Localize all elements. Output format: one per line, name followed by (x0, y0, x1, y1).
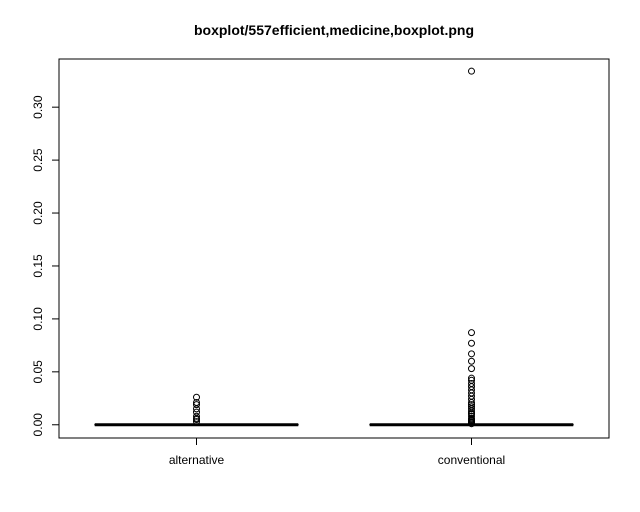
outlier-point (468, 401, 475, 409)
outlier-point (468, 357, 475, 365)
outlier-point (468, 414, 475, 422)
chart-title: boxplot/557efficient,medicine,boxplot.pn… (194, 22, 474, 38)
plot-frame (58, 58, 610, 439)
outlier-point (468, 67, 475, 75)
outlier-point (193, 401, 200, 409)
box-group-alternative (94, 393, 299, 427)
outlier-point (468, 350, 475, 358)
box-group-conventional (369, 67, 574, 428)
outlier-point (193, 418, 200, 426)
outlier-point (193, 399, 200, 407)
outlier-point (468, 379, 475, 387)
outlier-point (193, 412, 200, 420)
outlier-point (468, 365, 475, 373)
y-tick-label: 0.15 (31, 254, 45, 278)
y-tick-label: 0.25 (31, 148, 45, 172)
y-tick-label: 0.10 (31, 307, 45, 331)
outlier-point (468, 374, 475, 382)
outlier-point (468, 412, 475, 420)
boxes (94, 67, 574, 428)
y-tick-label: 0.20 (31, 201, 45, 225)
outlier-point (468, 376, 475, 384)
y-axis: 0.00 0.05 0.10 0.15 0.20 0.25 0.30 (31, 95, 60, 437)
outlier-point (193, 408, 200, 416)
outlier-point (468, 339, 475, 347)
y-tick-label: 0.30 (31, 95, 45, 119)
y-tick-label: 0.00 (31, 413, 45, 437)
x-axis: alternative conventional (169, 438, 505, 467)
x-tick-label: alternative (169, 453, 225, 467)
outlier-point (468, 403, 475, 411)
outlier-point (468, 329, 475, 337)
outlier-point (193, 393, 200, 401)
x-tick-label: conventional (438, 453, 505, 467)
y-tick-label: 0.05 (31, 360, 45, 384)
